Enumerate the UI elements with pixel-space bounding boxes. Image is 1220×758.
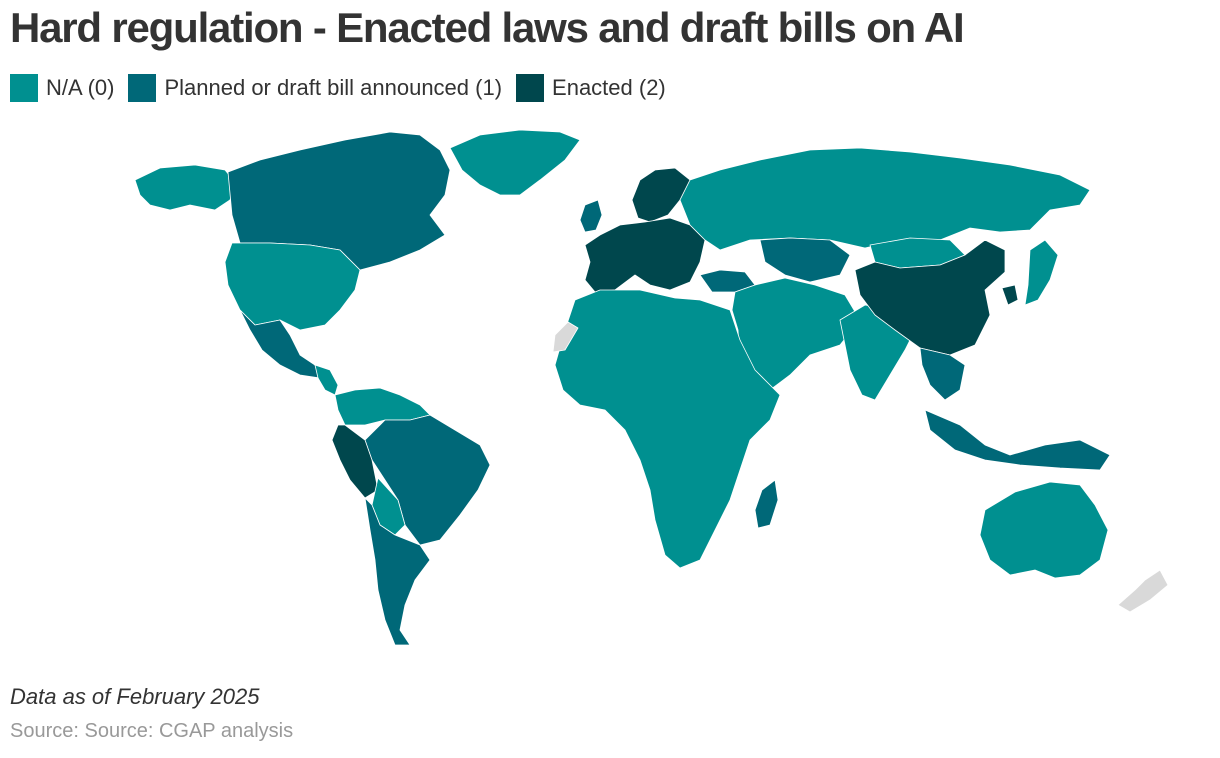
source-note: Source: Source: CGAP analysis [10,720,294,742]
region-western-europe[interactable] [584,217,706,293]
region-russia[interactable] [679,147,1091,251]
region-western-sahara[interactable] [552,321,579,353]
legend-item-enacted: Enacted (2) [516,74,666,102]
region-south-korea[interactable] [1001,284,1019,306]
region-japan[interactable] [1024,239,1059,306]
legend-item-planned: Planned or draft bill announced (1) [128,74,502,102]
region-uk[interactable] [579,199,603,233]
world-map [0,120,1220,660]
legend: N/A (0) Planned or draft bill announced … [10,74,666,102]
region-argentina-chile[interactable] [364,497,431,646]
legend-label-na: N/A (0) [46,75,115,100]
region-africa[interactable] [554,289,781,569]
region-usa[interactable] [224,242,361,331]
region-scandinavia[interactable] [631,167,691,223]
region-greenland[interactable] [449,129,581,196]
region-peru[interactable] [331,424,379,499]
region-alaska[interactable] [134,164,236,211]
region-new-zealand[interactable] [1117,569,1169,613]
chart-title: Hard regulation - Enacted laws and draft… [10,4,965,51]
legend-swatch-na [10,74,38,102]
region-indonesia[interactable] [924,409,1111,471]
legend-label-enacted: Enacted (2) [552,75,666,100]
region-china[interactable] [854,239,1006,356]
world-map-svg [134,129,1169,646]
legend-swatch-enacted [516,74,545,102]
legend-label-planned: Planned or draft bill announced (1) [164,75,503,100]
region-southeast-asia[interactable] [919,347,966,401]
region-brazil[interactable] [364,414,491,546]
region-madagascar[interactable] [754,479,779,529]
region-australia[interactable] [979,481,1109,579]
legend-swatch-planned [128,74,157,102]
region-kazakhstan[interactable] [759,237,851,283]
legend-item-na: N/A (0) [10,74,114,102]
data-date-note: Data as of February 2025 [10,684,260,709]
region-central-america[interactable] [314,364,339,396]
